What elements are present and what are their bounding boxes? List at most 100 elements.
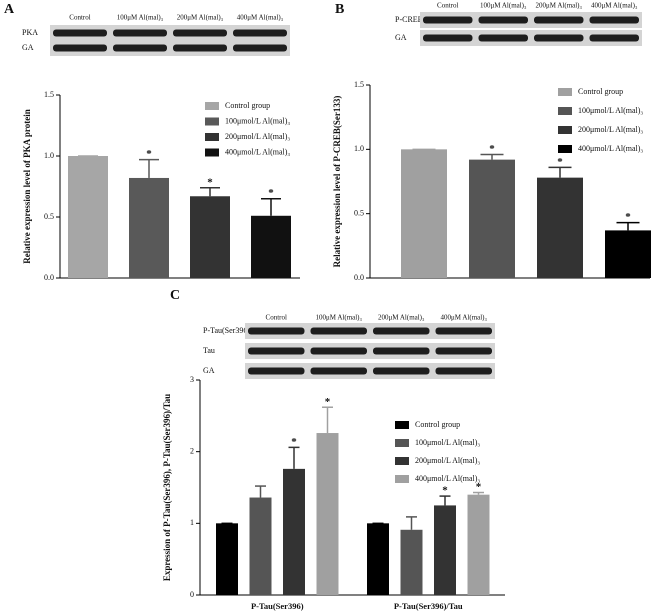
lane-label: Control (266, 314, 287, 322)
blot-band (435, 347, 492, 355)
blot-band (233, 44, 287, 52)
blot-band (435, 367, 492, 375)
legend-label: Control group (225, 101, 270, 110)
significance: * (625, 211, 631, 223)
bar (401, 149, 447, 278)
lane-label: 100μM Al(mal)₃ (117, 14, 164, 22)
blot-band (310, 347, 367, 355)
y-axis-label: Relative expression level of P-CREB(Ser1… (332, 96, 342, 268)
row-label: PKA (22, 28, 38, 37)
legend-swatch (205, 133, 219, 141)
significance: * (442, 485, 448, 497)
bar (537, 177, 583, 278)
lane-label: Control (437, 2, 458, 10)
blot-strip (420, 12, 642, 28)
legend-swatch (395, 457, 409, 465)
significance: * (268, 187, 274, 199)
legend-label: 200μmol/L Al(mal)₃ (225, 132, 290, 141)
bar (316, 433, 339, 595)
legend-swatch (395, 475, 409, 483)
legend-label: Control group (578, 87, 623, 96)
y-tick-label: 1.5 (44, 90, 54, 99)
bar (400, 529, 423, 595)
blot-band (248, 347, 305, 355)
y-tick-label: 3 (190, 375, 194, 384)
legend-label: 100μmol/L Al(mal)₃ (225, 116, 290, 125)
y-tick-label: 2 (190, 446, 194, 455)
blot-band (173, 44, 227, 52)
y-tick-label: 0.5 (354, 208, 364, 217)
lane-label: 400μM Al(mal)₃ (441, 314, 488, 322)
blot-band (173, 29, 227, 37)
legend-swatch (205, 102, 219, 110)
blot-strip (245, 323, 495, 339)
significance: * (207, 176, 213, 188)
y-axis-label: Relative expression level of PKA protein (22, 109, 32, 263)
lane-label: Control (69, 14, 90, 22)
y-axis-label: Expression of P-Tau(Ser396), P-Tau(Ser39… (162, 394, 172, 581)
significance: * (325, 396, 331, 408)
row-label: GA (395, 33, 407, 42)
legend-label: 400μmol/L Al(mal)₃ (225, 147, 290, 156)
blot-band (478, 34, 528, 42)
blot-band (534, 16, 584, 24)
legend-swatch (558, 145, 572, 153)
lane-label: 100μM Al(mal)₃ (316, 314, 363, 322)
blot-band (53, 29, 107, 37)
legend-label: 100μmol/L Al(mal)₃ (578, 106, 643, 115)
blot-strip (245, 363, 495, 379)
legend-swatch (558, 126, 572, 134)
legend-swatch (558, 107, 572, 115)
blot-band (423, 16, 473, 24)
blot-band (478, 16, 528, 24)
bar (469, 159, 515, 278)
blot-band (435, 327, 492, 335)
legend-label: 200μmol/L Al(mal)₃ (578, 125, 643, 134)
row-label: P-Tau(Ser396) (203, 326, 250, 335)
bar (190, 196, 230, 278)
lane-label: 200μM Al(mal)₃ (378, 314, 425, 322)
blot-band (113, 29, 167, 37)
legend-label: 400μmol/L Al(mal)₃ (578, 144, 643, 153)
y-tick-label: 0 (190, 590, 194, 599)
bar (129, 177, 169, 278)
row-label: Tau (203, 346, 215, 355)
significance: * (489, 143, 495, 155)
significance: * (291, 436, 297, 448)
x-tick-label: P-Tau(Ser396) (251, 601, 304, 611)
row-label: GA (22, 43, 34, 52)
legend-swatch (395, 439, 409, 447)
significance: * (557, 156, 563, 168)
blot-band (248, 327, 305, 335)
blot-band (233, 29, 287, 37)
lane-label: 400μM Al(mal)₃ (237, 14, 284, 22)
blot-band (373, 347, 430, 355)
bar (467, 494, 490, 595)
significance: * (146, 148, 152, 160)
legend-label: Control group (415, 420, 460, 429)
blot-strip (50, 25, 290, 41)
blot-band (589, 16, 639, 24)
y-tick-label: 0.0 (44, 273, 54, 282)
blot-band (373, 367, 430, 375)
blot-strip (420, 30, 642, 46)
blot-band (310, 367, 367, 375)
lane-label: 200μM Al(mal)₃ (536, 2, 583, 10)
y-tick-label: 0.5 (44, 212, 54, 221)
legend-swatch (395, 421, 409, 429)
legend-swatch (205, 117, 219, 126)
lane-label: 100μM Al(mal)₃ (480, 2, 527, 10)
panel-label: C (170, 288, 180, 303)
blot-band (589, 34, 639, 42)
panel-label: A (4, 2, 15, 17)
bar (68, 156, 108, 278)
blot-strip (245, 343, 495, 359)
lane-label: 200μM Al(mal)₃ (177, 14, 224, 22)
bar (249, 497, 272, 595)
panel-label: B (335, 2, 344, 17)
legend-swatch (205, 148, 219, 157)
blot-band (373, 327, 430, 335)
y-tick-label: 1 (190, 518, 194, 527)
blot-band (310, 327, 367, 335)
